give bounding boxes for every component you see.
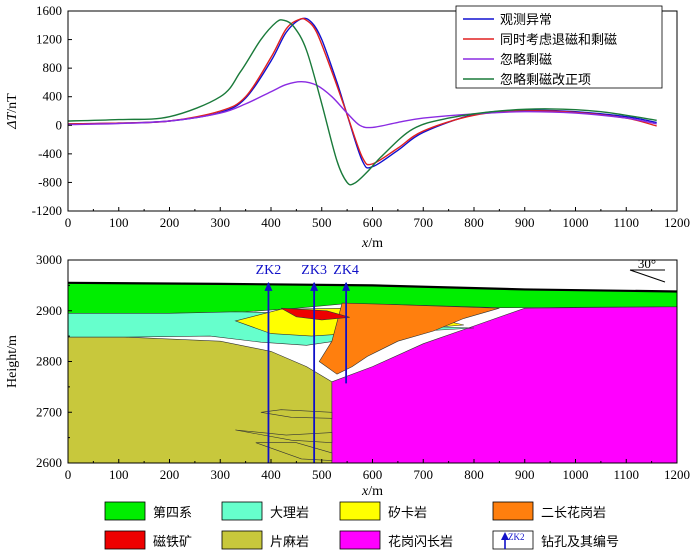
legend-swatch-5 bbox=[221, 530, 263, 550]
section-y-tick-label: 2600 bbox=[36, 455, 62, 470]
legend-label-3: 二长花岗岩 bbox=[541, 505, 606, 521]
borehole-label-0: ZK2 bbox=[256, 263, 282, 278]
anomaly-y-tick-label: 1600 bbox=[36, 3, 62, 18]
borehole-label-2: ZK4 bbox=[333, 263, 359, 278]
geologic-layers-group bbox=[67, 281, 678, 464]
section-x-tick-label: 1000 bbox=[563, 467, 589, 482]
section-x-tick-label: 600 bbox=[363, 467, 383, 482]
anomaly-y-tick-label: -400 bbox=[38, 146, 62, 161]
section-x-tick-label: 800 bbox=[464, 467, 484, 482]
anomaly-x-tick-label: 200 bbox=[160, 215, 180, 230]
section-y-axis-label: Height/m bbox=[5, 335, 20, 388]
anomaly-x-axis-unit: /m bbox=[368, 236, 383, 251]
anomaly-x-tick-label: 1000 bbox=[563, 215, 589, 230]
anomaly-x-tick-label: 1200 bbox=[664, 215, 690, 230]
legend-label-4: 磁铁矿 bbox=[153, 535, 192, 550]
legend-borehole-symbol-label: ZK2 bbox=[508, 532, 525, 542]
borehole-arrow-2 bbox=[342, 281, 351, 291]
anomaly-x-tick-label: 0 bbox=[65, 215, 72, 230]
dip-angle-label: 30° bbox=[638, 256, 656, 271]
anomaly-legend-label-0: 观测异常 bbox=[500, 13, 552, 28]
legend-label-1: 大理岩 bbox=[270, 506, 309, 521]
anomaly-y-axis-unit: /nT bbox=[5, 93, 20, 113]
section-y-tick-label: 2900 bbox=[36, 303, 62, 318]
anomaly-legend-label-3: 忽略剩磁改正项 bbox=[500, 72, 591, 88]
anomaly-y-tick-label: 400 bbox=[43, 89, 63, 104]
anomaly-x-axis-symbol: x bbox=[361, 236, 369, 251]
section-y-tick-label: 2700 bbox=[36, 404, 62, 419]
anomaly-x-tick-label: 600 bbox=[363, 215, 383, 230]
section-x-tick-label: 700 bbox=[414, 467, 434, 482]
anomaly-y-axis-symbol: ΔT bbox=[5, 112, 20, 130]
anomaly-series-group bbox=[67, 17, 657, 186]
section-y-tick-label: 2800 bbox=[36, 354, 62, 369]
anomaly-x-tick-label: 400 bbox=[261, 215, 281, 230]
anomaly-series-line-2 bbox=[67, 80, 657, 129]
section-axis-ticks: 0 100 200 300 400 500 600 700 800 900 1000 1100 1200… bbox=[36, 252, 690, 482]
section-x-tick-label: 500 bbox=[312, 467, 332, 482]
section-y-tick-label: 3000 bbox=[36, 252, 62, 267]
anomaly-x-tick-label: 900 bbox=[515, 215, 535, 230]
legend-borehole-box bbox=[492, 530, 534, 550]
magnetic-anomaly-panel: 0 100 200 300 400 500 600 700 800 900 1000 1100 1200… bbox=[5, 3, 690, 251]
anomaly-x-tick-label: 500 bbox=[312, 215, 332, 230]
layer-6 bbox=[280, 307, 350, 321]
legend-swatch-0 bbox=[104, 501, 146, 521]
anomaly-x-tick-label: 700 bbox=[414, 215, 434, 230]
legend-swatch-2 bbox=[339, 501, 381, 521]
anomaly-x-tick-label: 1100 bbox=[613, 215, 639, 230]
legend-swatch-3 bbox=[492, 501, 534, 521]
layer-5 bbox=[318, 302, 500, 375]
anomaly-x-tick-label: 300 bbox=[211, 215, 231, 230]
section-x-tick-label: 0 bbox=[65, 467, 72, 482]
section-x-tick-label: 900 bbox=[515, 467, 535, 482]
legend-label-0: 第四系 bbox=[153, 506, 192, 521]
anomaly-y-tick-label: 1200 bbox=[36, 32, 62, 47]
section-x-tick-label: 200 bbox=[160, 467, 180, 482]
anomaly-x-tick-label: 100 bbox=[109, 215, 129, 230]
anomaly-legend-label-2: 忽略剩磁 bbox=[500, 52, 552, 68]
anomaly-series-line-3 bbox=[67, 19, 657, 186]
anomaly-legend-label-1: 同时考虑退磁和剩磁 bbox=[500, 33, 617, 48]
legend-label-5: 片麻岩 bbox=[270, 535, 309, 550]
anomaly-x-tick-label: 800 bbox=[464, 215, 484, 230]
anomaly-y-axis-label: ΔT/nT bbox=[5, 93, 20, 130]
section-x-axis-label: x/m bbox=[361, 484, 383, 499]
dip-angle-ray bbox=[629, 269, 666, 283]
legend-borehole-arrow bbox=[501, 532, 509, 540]
anomaly-y-tick-label: -1200 bbox=[32, 203, 62, 218]
boreholes-group: ZK2 ZK3 ZK4 bbox=[256, 263, 359, 463]
legend-swatch-1 bbox=[221, 501, 263, 521]
legend-label-7: 钻孔及其编号 bbox=[541, 535, 619, 550]
borehole-label-1: ZK3 bbox=[301, 263, 327, 278]
section-x-tick-label: 300 bbox=[211, 467, 231, 482]
anomaly-y-tick-label: -800 bbox=[38, 174, 62, 189]
section-x-tick-label: 1100 bbox=[613, 467, 639, 482]
legend-label-6: 花岗闪长岩 bbox=[388, 534, 453, 550]
anomaly-x-axis-label: x/m bbox=[361, 236, 383, 251]
section-x-tick-label: 1200 bbox=[664, 467, 690, 482]
borehole-arrow-0 bbox=[264, 281, 273, 291]
geologic-section-panel: ZK2 ZK3 ZK4 0 100 200 300 400 500 600 700 800 900 10… bbox=[5, 252, 690, 499]
anomaly-axis-ticks: 0 100 200 300 400 500 600 700 800 900 1000 1100 1200… bbox=[32, 3, 690, 230]
section-x-axis-unit: /m bbox=[368, 484, 383, 499]
section-x-tick-label: 400 bbox=[261, 467, 281, 482]
anomaly-y-tick-label: 800 bbox=[43, 60, 63, 75]
legend-swatch-4 bbox=[104, 530, 146, 550]
topographic-surface bbox=[67, 281, 678, 293]
gneiss-finger-2 bbox=[255, 442, 333, 461]
section-x-axis-symbol: x bbox=[361, 484, 369, 499]
anomaly-y-tick-label: 0 bbox=[56, 117, 63, 132]
legend-label-2: 矽卡岩 bbox=[388, 506, 427, 521]
section-x-tick-label: 100 bbox=[109, 467, 129, 482]
legend-swatch-6 bbox=[339, 530, 381, 550]
gneiss-finger-1 bbox=[235, 429, 333, 444]
dip-angle-annotation: 30° bbox=[629, 256, 666, 283]
borehole-arrow-1 bbox=[310, 281, 319, 291]
